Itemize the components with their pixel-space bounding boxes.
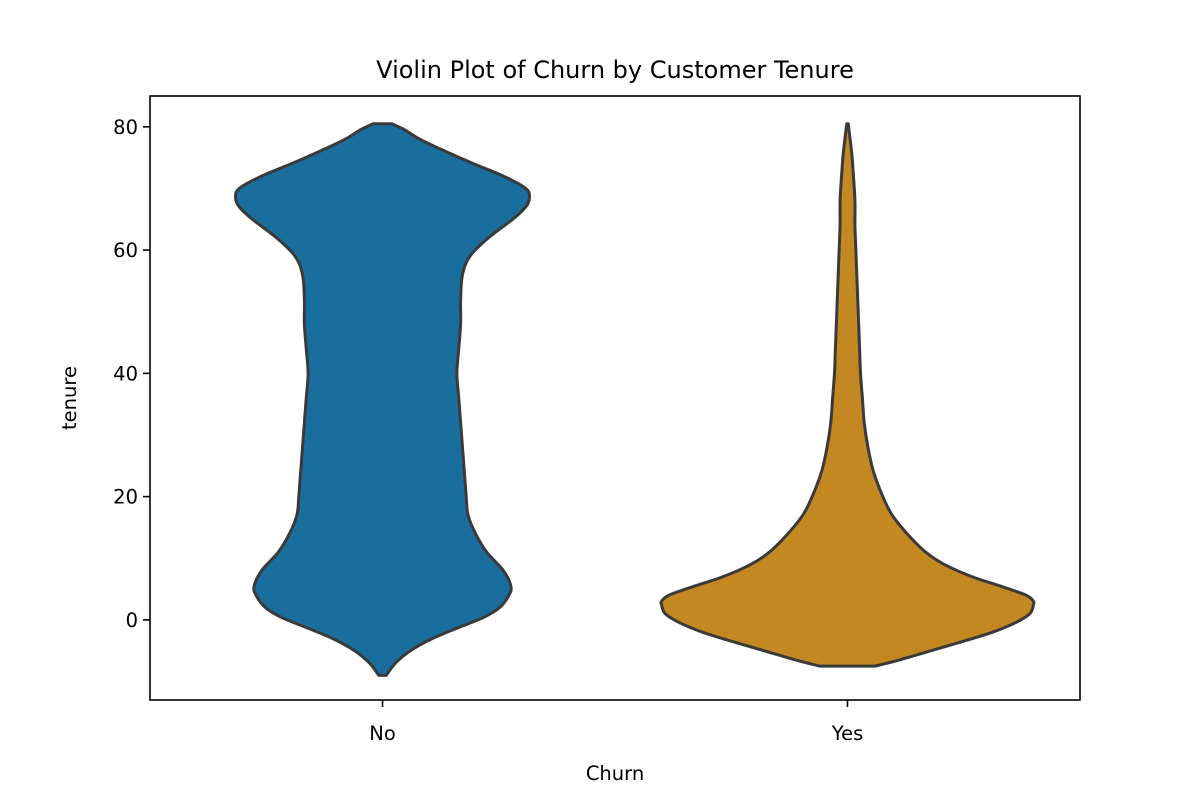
x-tick-label: Yes <box>831 722 863 745</box>
x-axis-ticks: No Yes <box>369 700 863 745</box>
y-axis-label: tenure <box>58 366 81 430</box>
violin-no <box>234 122 531 677</box>
y-axis-ticks: 0 20 40 60 80 <box>113 116 150 632</box>
x-axis-label: Churn <box>586 762 644 785</box>
y-tick-label: 0 <box>126 609 138 632</box>
chart-title: Violin Plot of Churn by Customer Tenure <box>376 56 854 84</box>
y-tick-label: 40 <box>113 362 138 385</box>
violin-group <box>234 122 1036 677</box>
violin-yes <box>659 122 1036 668</box>
plot-area-frame <box>149 95 1081 701</box>
y-tick-label: 60 <box>113 239 138 262</box>
y-tick-label: 20 <box>113 486 138 509</box>
x-tick-label: No <box>369 722 396 745</box>
y-tick-label: 80 <box>113 116 138 139</box>
